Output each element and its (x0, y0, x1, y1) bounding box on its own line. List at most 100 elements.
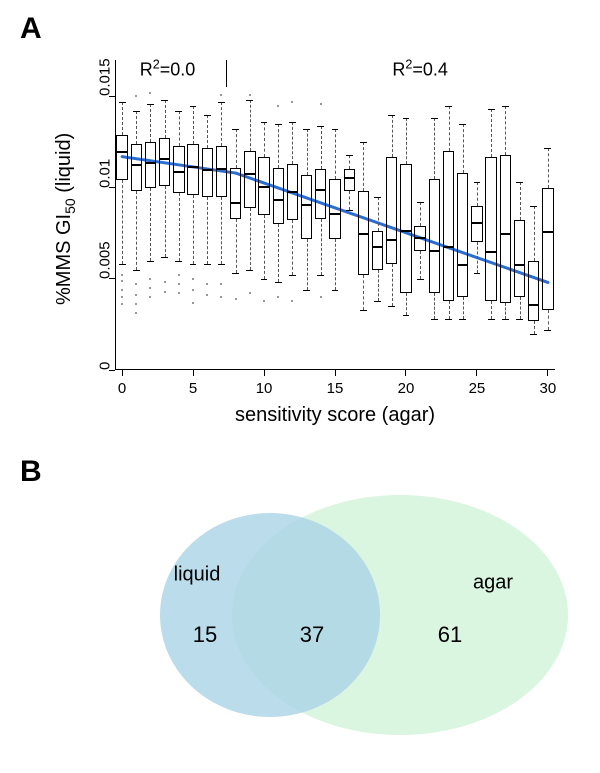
boxplot-median (443, 246, 454, 248)
boxplot-median (131, 164, 142, 166)
venn-label: agar (473, 572, 513, 595)
boxplot-cap (474, 182, 481, 183)
venn-label: 61 (438, 622, 462, 648)
boxplot-whisker (122, 102, 123, 135)
boxplot-cap (388, 306, 395, 307)
boxplot-whisker (307, 239, 308, 290)
boxplot-box (173, 146, 184, 193)
boxplot-box (542, 188, 553, 310)
boxplot-cap (530, 206, 537, 207)
boxplot-box (187, 144, 198, 195)
boxplot-whisker (321, 219, 322, 276)
boxplot-median (429, 250, 440, 252)
r2-annotation: R2=0.0 (140, 58, 196, 81)
x-tick (547, 370, 548, 376)
boxplot-whisker (477, 182, 478, 206)
boxplot-whisker (548, 148, 549, 188)
boxplot-box (329, 179, 340, 239)
boxplot-cap (544, 330, 551, 331)
boxplot-whisker (321, 126, 322, 170)
boxplot-cap (516, 319, 523, 320)
boxplot-box (216, 146, 227, 197)
boxplot-whisker (179, 111, 180, 146)
boxplot-cap (175, 261, 182, 262)
boxplot-whisker (250, 100, 251, 151)
boxplot-cap (289, 122, 296, 123)
boxplot-whisker (449, 301, 450, 319)
boxplot-cap (190, 106, 197, 107)
boxplot-cap (175, 111, 182, 112)
boxplot-whisker (207, 115, 208, 148)
boxplot-cap (530, 334, 537, 335)
boxplot-outlier (121, 289, 123, 291)
boxplot-whisker (292, 122, 293, 164)
boxplot-cap (246, 100, 253, 101)
boxplot-outlier (320, 103, 322, 105)
boxplot-whisker (122, 180, 123, 264)
boxplot-box (244, 151, 255, 208)
boxplot-cap (445, 319, 452, 320)
boxplot-box (301, 175, 312, 239)
boxplot-whisker (505, 106, 506, 155)
boxplot-median (400, 230, 411, 232)
boxplot-cap (289, 275, 296, 276)
boxplot-outlier (192, 302, 194, 304)
boxplot-median (187, 166, 198, 168)
boxplot-cap (317, 126, 324, 127)
boxplot-median (230, 202, 241, 204)
boxplot-cap (133, 270, 140, 271)
boxplot-whisker (491, 301, 492, 319)
boxplot-median (542, 231, 553, 233)
x-tick-label: 25 (469, 380, 486, 397)
boxplot-whisker (378, 197, 379, 232)
x-tick (264, 370, 265, 376)
boxplot-box (457, 173, 468, 297)
boxplot-whisker (292, 220, 293, 275)
boxplot-cap (119, 102, 126, 103)
boxplot-median (145, 162, 156, 164)
boxplot-cap (502, 106, 509, 107)
boxplot-cap (190, 264, 197, 265)
boxplot-cap (332, 129, 339, 130)
boxplot-whisker (264, 215, 265, 279)
boxplot-outlier (320, 296, 322, 298)
boxplot-whisker (420, 251, 421, 278)
boxplot-box (131, 144, 142, 191)
boxplot-whisker (221, 197, 222, 264)
boxplot-outlier (249, 94, 251, 96)
x-tick-label: 15 (327, 380, 344, 397)
boxplot-outlier (192, 289, 194, 291)
boxplot-whisker (250, 208, 251, 270)
x-tick (193, 370, 194, 376)
boxplot-whisker (392, 264, 393, 306)
boxplot-cap (346, 210, 353, 211)
boxplot-cap (417, 202, 424, 203)
boxplot-median (358, 233, 369, 235)
x-axis-label: sensitivity score (agar) (235, 404, 435, 427)
boxplot-cap (431, 118, 438, 119)
boxplot-cap (374, 197, 381, 198)
boxplot-whisker (505, 303, 506, 319)
boxplot-cap (317, 275, 324, 276)
boxplot-median (258, 186, 269, 188)
x-tick-label: 30 (540, 380, 557, 397)
boxplot-whisker (278, 124, 279, 168)
boxplot-cap (119, 264, 126, 265)
x-tick (335, 370, 336, 376)
boxplot-whisker (207, 197, 208, 264)
boxplot-cap (218, 102, 225, 103)
figure-root: A 00.0050.010.015051015202530sensitivity… (0, 0, 600, 773)
boxplot-whisker (534, 206, 535, 261)
boxplot-median (457, 264, 468, 266)
boxplot-median (244, 173, 255, 175)
boxplot-whisker (150, 104, 151, 142)
boxplot-box (202, 148, 213, 197)
boxplot-cap (246, 270, 253, 271)
boxplot-whisker (221, 102, 222, 146)
boxplot-median (514, 264, 525, 266)
boxplot-box (159, 138, 170, 185)
boxplot-cap (488, 319, 495, 320)
venn-label: liquid (174, 564, 221, 587)
venn-liquid-ellipse (160, 513, 380, 717)
boxplot-outlier (263, 300, 265, 302)
